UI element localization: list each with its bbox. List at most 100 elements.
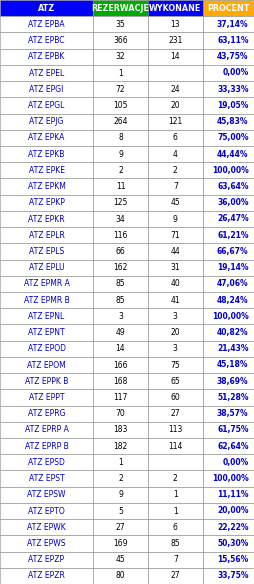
Bar xyxy=(0,536,93,551)
Bar xyxy=(0,81,93,98)
Text: 33,33%: 33,33% xyxy=(216,85,248,93)
Text: 4: 4 xyxy=(172,150,177,159)
Bar xyxy=(147,98,202,113)
Bar xyxy=(0,162,93,179)
Bar xyxy=(202,33,254,48)
Text: 105: 105 xyxy=(113,101,127,110)
Bar xyxy=(202,486,254,503)
Text: 113: 113 xyxy=(167,425,182,434)
Bar xyxy=(202,519,254,536)
Bar xyxy=(202,357,254,373)
Text: ATZ EPGI: ATZ EPGI xyxy=(29,85,64,93)
Text: 6: 6 xyxy=(172,523,177,531)
Text: 80: 80 xyxy=(115,571,125,580)
Bar xyxy=(93,48,147,65)
Text: 45: 45 xyxy=(115,555,125,564)
Bar xyxy=(202,0,254,16)
Bar xyxy=(93,568,147,584)
Bar xyxy=(202,16,254,33)
Bar xyxy=(93,471,147,486)
Text: 2: 2 xyxy=(118,166,122,175)
Text: 0,00%: 0,00% xyxy=(221,458,248,467)
Text: 49: 49 xyxy=(115,328,125,337)
Text: 72: 72 xyxy=(115,85,125,93)
Bar xyxy=(93,276,147,292)
Text: 43,75%: 43,75% xyxy=(216,53,248,61)
Text: 231: 231 xyxy=(167,36,182,45)
Text: 1: 1 xyxy=(118,68,122,78)
Text: ATZ EPPT: ATZ EPPT xyxy=(29,393,64,402)
Bar xyxy=(147,276,202,292)
Text: ATZ EPBC: ATZ EPBC xyxy=(28,36,65,45)
Text: 63,64%: 63,64% xyxy=(216,182,248,191)
Text: ATZ EPKM: ATZ EPKM xyxy=(27,182,65,191)
Text: 44,44%: 44,44% xyxy=(216,150,248,159)
Bar xyxy=(0,373,93,390)
Bar xyxy=(93,536,147,551)
Bar xyxy=(147,340,202,357)
Text: 162: 162 xyxy=(113,263,127,272)
Text: PROCENT: PROCENT xyxy=(207,4,249,13)
Bar xyxy=(147,179,202,194)
Bar xyxy=(0,98,93,113)
Bar xyxy=(147,162,202,179)
Bar xyxy=(147,390,202,405)
Text: 75,00%: 75,00% xyxy=(216,133,248,142)
Text: ATZ EPEL: ATZ EPEL xyxy=(29,68,64,78)
Bar xyxy=(0,48,93,65)
Text: 19,05%: 19,05% xyxy=(216,101,248,110)
Text: 20,00%: 20,00% xyxy=(216,506,248,516)
Bar xyxy=(147,244,202,259)
Text: 85: 85 xyxy=(115,296,125,305)
Bar xyxy=(202,276,254,292)
Bar xyxy=(93,486,147,503)
Text: ATZ EPKR: ATZ EPKR xyxy=(28,214,65,224)
Text: 8: 8 xyxy=(118,133,122,142)
Text: 11,11%: 11,11% xyxy=(216,491,248,499)
Bar xyxy=(93,179,147,194)
Bar xyxy=(93,405,147,422)
Text: ATZ EPKE: ATZ EPKE xyxy=(28,166,64,175)
Text: 40,82%: 40,82% xyxy=(216,328,248,337)
Text: 366: 366 xyxy=(113,36,127,45)
Text: ATZ EPSD: ATZ EPSD xyxy=(28,458,65,467)
Bar xyxy=(147,422,202,438)
Text: ATZ EPJG: ATZ EPJG xyxy=(29,117,64,126)
Bar xyxy=(0,340,93,357)
Bar xyxy=(147,357,202,373)
Text: 22,22%: 22,22% xyxy=(216,523,248,531)
Text: 6: 6 xyxy=(172,133,177,142)
Bar xyxy=(0,113,93,130)
Bar xyxy=(93,146,147,162)
Bar xyxy=(147,438,202,454)
Text: ATZ EPLU: ATZ EPLU xyxy=(29,263,64,272)
Bar xyxy=(0,438,93,454)
Text: 169: 169 xyxy=(113,539,127,548)
Text: 62,64%: 62,64% xyxy=(216,442,248,451)
Text: 26,47%: 26,47% xyxy=(216,214,248,224)
Bar xyxy=(0,292,93,308)
Bar xyxy=(202,503,254,519)
Bar xyxy=(147,551,202,568)
Text: 71: 71 xyxy=(170,231,179,239)
Bar xyxy=(93,340,147,357)
Bar xyxy=(93,292,147,308)
Bar xyxy=(147,0,202,16)
Bar xyxy=(0,471,93,486)
Bar xyxy=(202,325,254,340)
Text: 14: 14 xyxy=(115,345,125,353)
Bar xyxy=(147,81,202,98)
Text: 44: 44 xyxy=(170,247,180,256)
Text: 66,67%: 66,67% xyxy=(216,247,248,256)
Text: 45,83%: 45,83% xyxy=(216,117,248,126)
Bar xyxy=(202,422,254,438)
Bar xyxy=(202,113,254,130)
Bar xyxy=(0,486,93,503)
Bar xyxy=(147,503,202,519)
Bar xyxy=(93,259,147,276)
Bar xyxy=(147,471,202,486)
Bar xyxy=(0,422,93,438)
Bar xyxy=(147,65,202,81)
Text: 182: 182 xyxy=(113,442,127,451)
Text: 35: 35 xyxy=(115,20,125,29)
